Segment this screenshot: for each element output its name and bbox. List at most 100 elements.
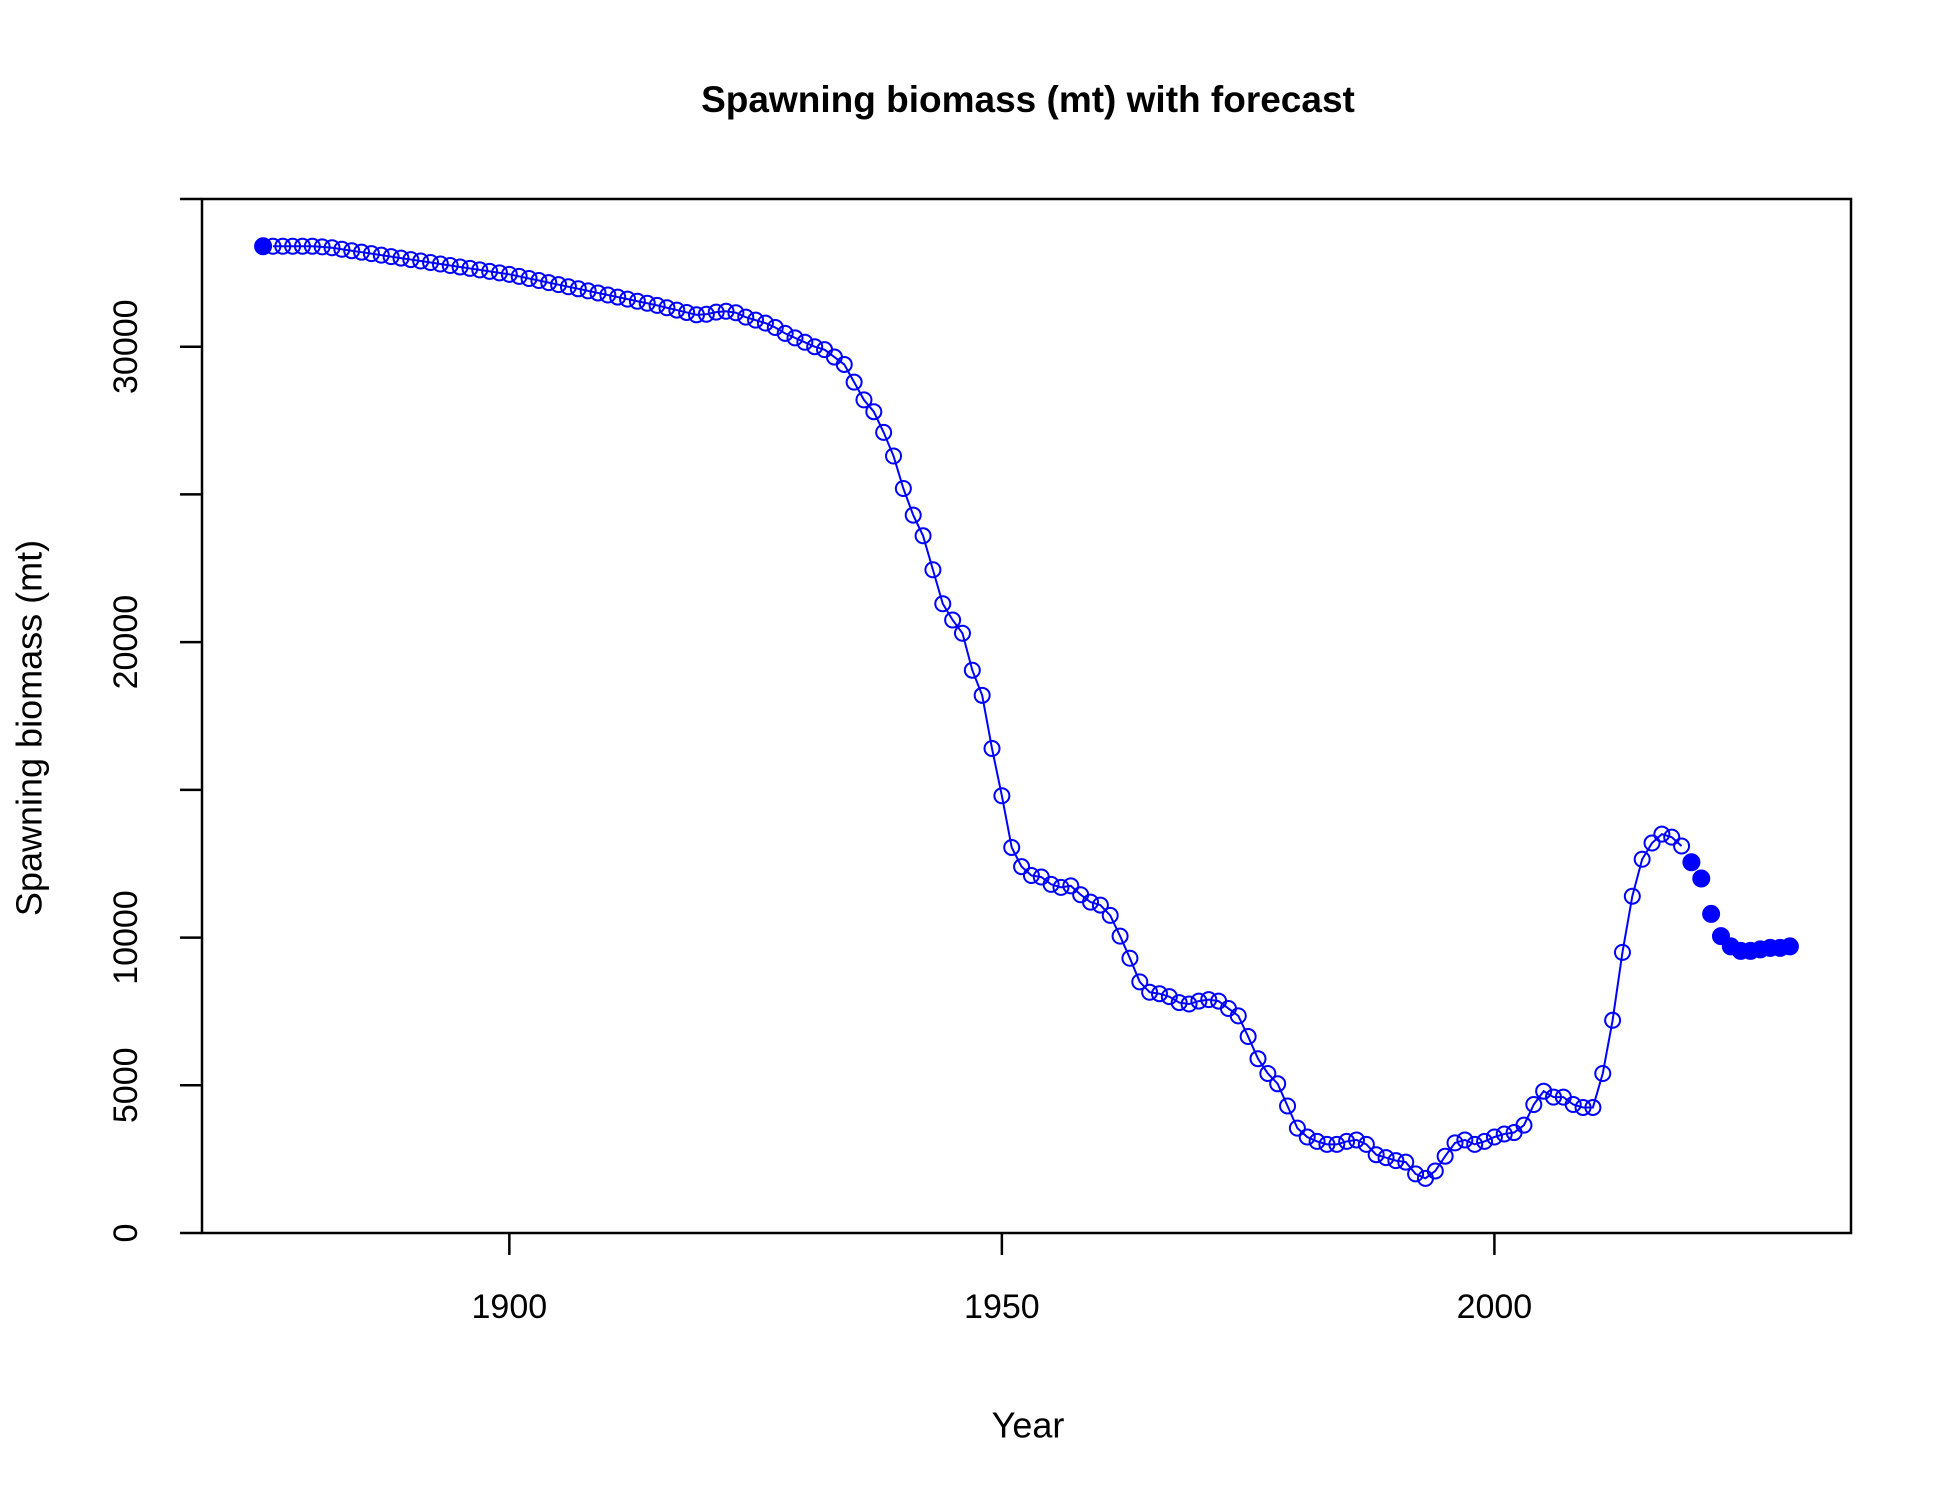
open-point (1485, 1128, 1503, 1146)
open-point (550, 276, 568, 294)
open-point (1347, 1131, 1365, 1149)
open-point (609, 288, 627, 306)
open-point (766, 319, 784, 337)
open-point (894, 480, 912, 498)
open-point (343, 242, 361, 260)
open-point (1170, 994, 1188, 1012)
open-point (264, 237, 282, 255)
open-point (934, 595, 952, 613)
open-point (293, 237, 311, 255)
filled-point (1692, 869, 1711, 888)
chart-title: Spawning biomass (mt) with forecast (701, 79, 1355, 120)
open-point (1249, 1050, 1267, 1068)
open-point (1436, 1147, 1454, 1165)
open-point (530, 272, 548, 290)
open-point (1121, 949, 1139, 967)
open-point (372, 246, 390, 264)
open-point (1190, 992, 1208, 1010)
open-point (1042, 875, 1060, 893)
x-axis-label: Year (992, 1405, 1065, 1446)
open-point (1515, 1116, 1533, 1134)
y-tick-label: 20000 (107, 595, 145, 690)
open-point (1525, 1095, 1543, 1113)
open-point (559, 278, 577, 296)
open-point (1229, 1007, 1247, 1025)
open-point (1141, 983, 1159, 1001)
open-point (1279, 1097, 1297, 1115)
open-point (510, 267, 528, 285)
open-point (963, 661, 981, 679)
open-point (1111, 927, 1129, 945)
series-line (272, 245, 1683, 1180)
open-point (668, 301, 686, 319)
open-point (1407, 1165, 1425, 1183)
open-point (1338, 1132, 1356, 1150)
open-point (589, 284, 607, 302)
open-point (461, 259, 479, 277)
open-point (540, 274, 558, 292)
filled-point (1702, 904, 1721, 923)
open-point (1623, 887, 1641, 905)
open-point (1160, 988, 1178, 1006)
open-point (1239, 1028, 1257, 1046)
open-point (599, 286, 617, 304)
open-point (1318, 1135, 1336, 1153)
open-point (1466, 1135, 1484, 1153)
open-point (914, 527, 932, 545)
open-point (1535, 1082, 1553, 1100)
open-point (313, 238, 331, 256)
open-point (362, 245, 380, 263)
open-point (983, 739, 1001, 757)
open-point (1259, 1064, 1277, 1082)
open-point (835, 355, 853, 373)
open-point (1377, 1149, 1395, 1167)
open-point (579, 282, 597, 300)
open-point (737, 308, 755, 326)
open-point (1564, 1095, 1582, 1113)
open-point (993, 787, 1011, 805)
open-point (303, 237, 321, 255)
open-point (1426, 1162, 1444, 1180)
open-point (885, 447, 903, 465)
open-point (756, 314, 774, 332)
y-tick-label: 30000 (107, 299, 145, 394)
x-tick-label: 1900 (472, 1288, 548, 1326)
open-point (1328, 1135, 1346, 1153)
filled-point (1780, 937, 1799, 956)
open-point (648, 296, 666, 314)
open-point (1082, 893, 1100, 911)
open-point (1288, 1119, 1306, 1137)
open-point (392, 249, 410, 267)
open-point (382, 248, 400, 266)
y-axis-label: Spawning biomass (mt) (9, 540, 50, 916)
open-point (1367, 1146, 1385, 1164)
open-point (520, 269, 538, 287)
filled-point (1682, 853, 1701, 872)
open-point (471, 261, 489, 279)
open-point (1446, 1134, 1464, 1152)
open-point (1387, 1152, 1405, 1170)
y-tick-label: 0 (107, 1224, 145, 1243)
open-point (1200, 991, 1218, 1009)
open-point (619, 290, 637, 308)
open-point (1397, 1153, 1415, 1171)
x-tick-label: 1950 (964, 1288, 1040, 1326)
y-tick-label: 10000 (107, 890, 145, 985)
open-point (727, 304, 745, 322)
open-point (490, 264, 508, 282)
open-point (412, 252, 430, 270)
open-point (1150, 985, 1168, 1003)
open-point (1062, 877, 1080, 895)
open-point (1495, 1125, 1513, 1143)
open-point (1594, 1064, 1612, 1082)
open-point (1269, 1075, 1287, 1093)
open-point (323, 239, 341, 257)
open-point (678, 303, 696, 321)
open-point (422, 254, 440, 272)
open-point (845, 373, 863, 391)
open-point (688, 306, 706, 324)
open-point (1101, 906, 1119, 924)
open-point (855, 391, 873, 409)
open-point (953, 624, 971, 642)
